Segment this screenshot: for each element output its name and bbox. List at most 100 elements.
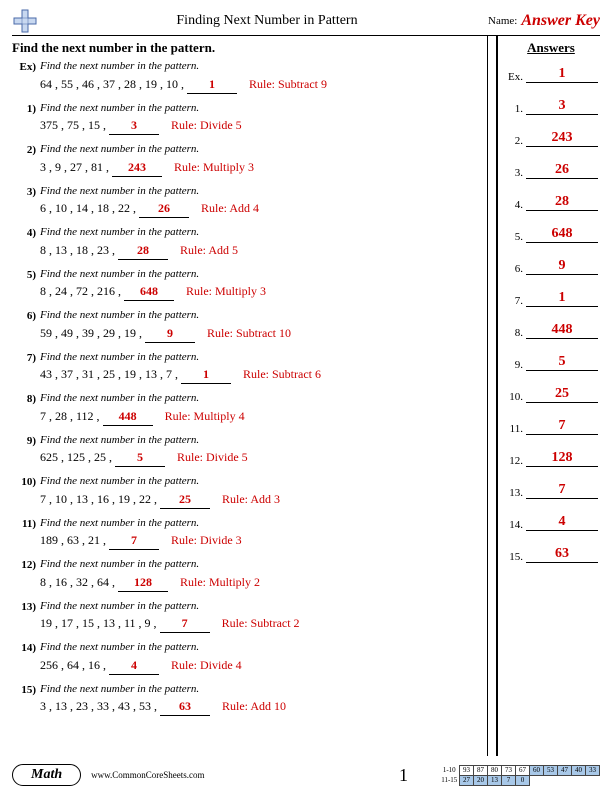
rule-text: Rule: Subtract 10: [207, 326, 291, 340]
problem-prompt: Find the next number in the pattern.: [40, 556, 481, 573]
rule-text: Rule: Divide 4: [171, 658, 242, 672]
footer: Math www.CommonCoreSheets.com 1 1-109387…: [12, 764, 600, 786]
answer-blank: 448: [103, 407, 153, 426]
answer-row: 15.63: [504, 546, 598, 563]
problem-body: Find the next number in the pattern.59 ,…: [40, 307, 481, 343]
problem-number: 13): [14, 598, 40, 634]
problem-number: 9): [14, 432, 40, 468]
grid-row-label: 1-10: [440, 765, 460, 775]
answer-value: 7: [526, 482, 598, 499]
problem-number: 3): [14, 183, 40, 219]
grid-cell: 33: [586, 765, 600, 775]
answer-blank: 4: [109, 656, 159, 675]
grid-cell: 67: [516, 765, 530, 775]
problem-body: Find the next number in the pattern.8 , …: [40, 224, 481, 260]
problem-number: 11): [14, 515, 40, 551]
problem-prompt: Find the next number in the pattern.: [40, 183, 481, 200]
problem-body: Find the next number in the pattern.7 , …: [40, 473, 481, 509]
problem-number: 10): [14, 473, 40, 509]
answer-label: 7.: [504, 295, 526, 307]
answer-row: 7.1: [504, 290, 598, 307]
answer-row: 13.7: [504, 482, 598, 499]
problem-row: 6)Find the next number in the pattern.59…: [14, 307, 481, 343]
answer-value: 1: [526, 66, 598, 83]
answer-label: 8.: [504, 327, 526, 339]
answer-row: 8.448: [504, 322, 598, 339]
problem-sequence: 8 , 16 , 32 , 64 , 128Rule: Multiply 2: [40, 573, 481, 592]
problem-row: 4)Find the next number in the pattern.8 …: [14, 224, 481, 260]
rule-text: Rule: Divide 3: [171, 533, 242, 547]
grid-cell: 0: [516, 775, 530, 785]
site-url: www.CommonCoreSheets.com: [91, 770, 367, 780]
problem-body: Find the next number in the pattern.19 ,…: [40, 598, 481, 634]
answers-column: Answers Ex.11.32.2433.264.285.6486.97.18…: [500, 36, 600, 756]
problem-prompt: Find the next number in the pattern.: [40, 349, 481, 366]
problem-body: Find the next number in the pattern.64 ,…: [40, 58, 481, 94]
rule-text: Rule: Multiply 3: [174, 160, 254, 174]
answer-value: 3: [526, 98, 598, 115]
problem-number: 2): [14, 141, 40, 177]
answer-key-text: Answer Key: [521, 12, 600, 30]
header: Finding Next Number in Pattern Name: Ans…: [12, 8, 600, 36]
rule-text: Rule: Subtract 9: [249, 77, 327, 91]
problem-number: 12): [14, 556, 40, 592]
answer-row: 14.4: [504, 514, 598, 531]
grid-cell: 13: [488, 775, 502, 785]
answer-value: 9: [526, 258, 598, 275]
grid-cell: 7: [502, 775, 516, 785]
answer-blank: 28: [118, 241, 168, 260]
problem-sequence: 7 , 10 , 13 , 16 , 19 , 22 , 25Rule: Add…: [40, 490, 481, 509]
problem-prompt: Find the next number in the pattern.: [40, 515, 481, 532]
column-divider-thick: [496, 36, 498, 756]
answer-label: 10.: [504, 391, 526, 403]
answer-label: 11.: [504, 423, 526, 435]
answer-label: 12.: [504, 455, 526, 467]
problem-number: 6): [14, 307, 40, 343]
answer-label: 9.: [504, 359, 526, 371]
problem-sequence: 59 , 49 , 39 , 29 , 19 , 9Rule: Subtract…: [40, 324, 481, 343]
problem-sequence: 3 , 9 , 27 , 81 , 243Rule: Multiply 3: [40, 158, 481, 177]
answer-blank: 5: [115, 448, 165, 467]
answer-value: 28: [526, 194, 598, 211]
grid-cell: 20: [474, 775, 488, 785]
problem-body: Find the next number in the pattern.6 , …: [40, 183, 481, 219]
answer-value: 26: [526, 162, 598, 179]
problem-sequence: 189 , 63 , 21 , 7Rule: Divide 3: [40, 531, 481, 550]
problem-sequence: 19 , 17 , 15 , 13 , 11 , 9 , 7Rule: Subt…: [40, 614, 481, 633]
answer-row: 1.3: [504, 98, 598, 115]
answer-label: 6.: [504, 263, 526, 275]
problem-number: 14): [14, 639, 40, 675]
grid-cell: 80: [488, 765, 502, 775]
answer-blank: 7: [160, 614, 210, 633]
answer-blank: 648: [124, 282, 174, 301]
grid-cell: 73: [502, 765, 516, 775]
problem-sequence: 43 , 37 , 31 , 25 , 19 , 13 , 7 , 1Rule:…: [40, 365, 481, 384]
problem-prompt: Find the next number in the pattern.: [40, 100, 481, 117]
problem-body: Find the next number in the pattern.375 …: [40, 100, 481, 136]
problem-body: Find the next number in the pattern.189 …: [40, 515, 481, 551]
answer-row: 5.648: [504, 226, 598, 243]
problem-row: 9)Find the next number in the pattern.62…: [14, 432, 481, 468]
answer-value: 63: [526, 546, 598, 563]
answers-list: Ex.11.32.2433.264.285.6486.97.18.4489.51…: [504, 66, 598, 563]
problem-body: Find the next number in the pattern.8 , …: [40, 556, 481, 592]
rule-text: Rule: Multiply 4: [165, 409, 245, 423]
answer-value: 4: [526, 514, 598, 531]
problem-body: Find the next number in the pattern.8 , …: [40, 266, 481, 302]
answer-value: 5: [526, 354, 598, 371]
answer-blank: 1: [187, 75, 237, 94]
problem-sequence: 7 , 28 , 112 , 448Rule: Multiply 4: [40, 407, 481, 426]
problem-body: Find the next number in the pattern.625 …: [40, 432, 481, 468]
answer-label: 3.: [504, 167, 526, 179]
rule-text: Rule: Multiply 3: [186, 284, 266, 298]
problem-row: 14)Find the next number in the pattern.2…: [14, 639, 481, 675]
grid-cell: 53: [544, 765, 558, 775]
name-label: Name:: [488, 15, 517, 27]
grid-cell: 47: [558, 765, 572, 775]
answer-row: 2.243: [504, 130, 598, 147]
problem-row: 12)Find the next number in the pattern.8…: [14, 556, 481, 592]
answer-row: 11.7: [504, 418, 598, 435]
problem-prompt: Find the next number in the pattern.: [40, 390, 481, 407]
problems-column: Find the next number in the pattern. Ex)…: [12, 36, 485, 756]
problems-list: Ex)Find the next number in the pattern.6…: [12, 58, 481, 716]
